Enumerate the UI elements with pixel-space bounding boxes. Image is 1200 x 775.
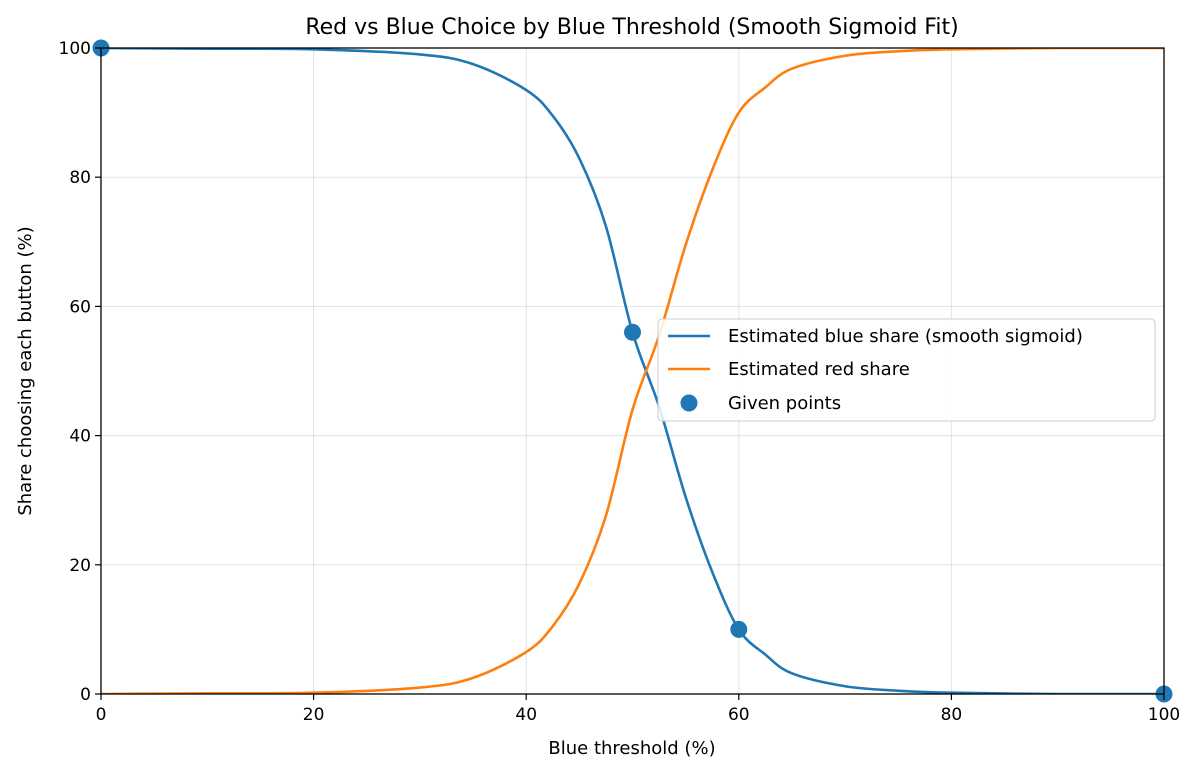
line-series-group <box>101 48 1164 694</box>
y-tick-label: 0 <box>80 685 91 705</box>
y-tick-label: 100 <box>59 39 91 59</box>
y-tick-label: 80 <box>69 168 91 188</box>
x-tick-label: 80 <box>941 705 963 725</box>
y-tick-label: 40 <box>69 427 91 447</box>
legend-point-swatch <box>680 394 698 412</box>
legend-box <box>657 318 1156 422</box>
y-tick-label: 60 <box>69 297 91 317</box>
legend-label: Estimated red share <box>728 359 910 380</box>
given-point-marker <box>624 323 641 341</box>
chart-title: Red vs Blue Choice by Blue Threshold (Sm… <box>305 15 958 40</box>
given-point-marker <box>730 620 748 638</box>
x-tick-label: 100 <box>1148 705 1180 725</box>
x-axis-label: Blue threshold (%) <box>548 738 715 759</box>
legend-label: Given points <box>728 393 841 414</box>
x-tick-label: 40 <box>515 705 537 725</box>
x-tick-label: 0 <box>96 705 107 725</box>
y-tick-label: 20 <box>69 556 91 576</box>
axes: 0 20 40 60 80 100 0 20 40 60 80 100 <box>59 39 1181 725</box>
red-share-line <box>101 48 1164 694</box>
x-tick-label: 20 <box>303 705 325 725</box>
plot-area <box>92 39 1173 703</box>
y-axis-label: Share choosing each button (%) <box>15 226 36 515</box>
x-tick-label: 60 <box>728 705 750 725</box>
plot-frame <box>100 47 1165 695</box>
legend: Estimated blue share (smooth sigmoid) Est… <box>657 318 1156 422</box>
blue-share-line <box>101 48 1164 694</box>
legend-label: Estimated blue share (smooth sigmoid) <box>728 326 1083 347</box>
